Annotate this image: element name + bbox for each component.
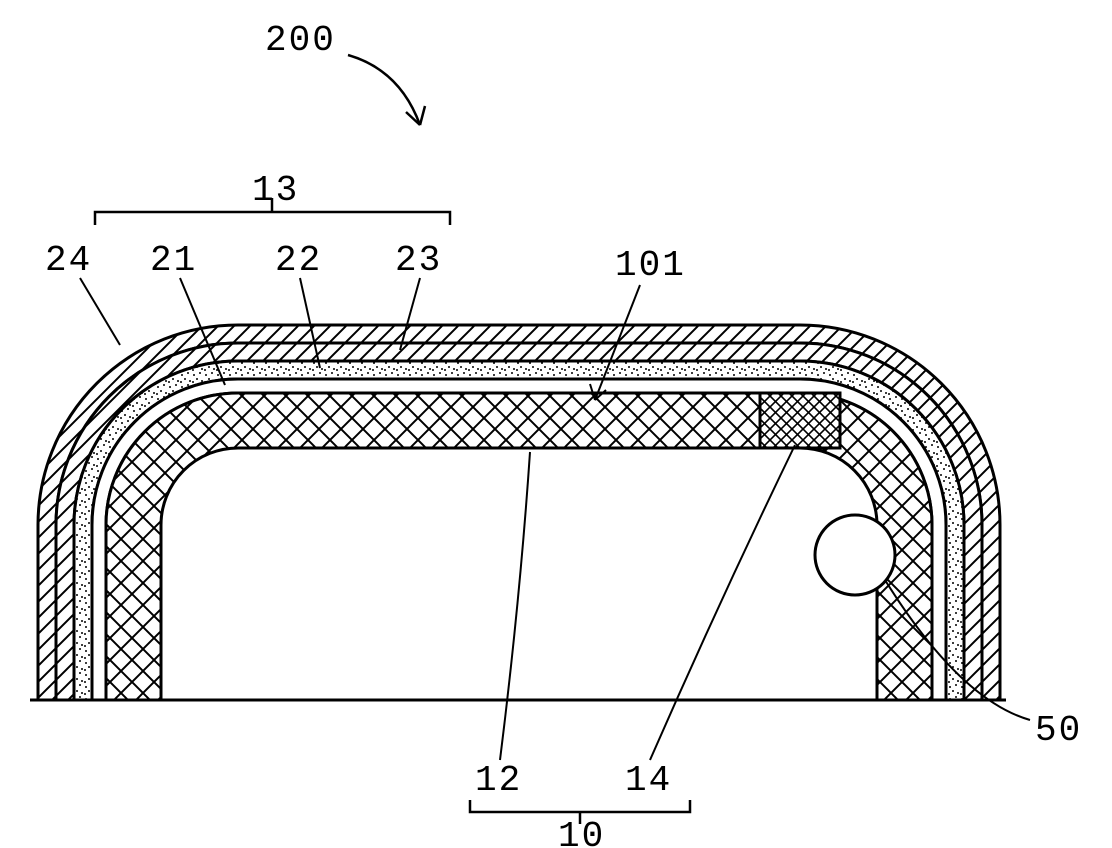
segment-14 — [760, 393, 840, 448]
leader-14 — [650, 445, 795, 760]
figure-root: 200 13 24 21 22 23 101 12 14 10 50 — [0, 0, 1112, 848]
hole-50 — [815, 515, 895, 595]
leader-12 — [500, 452, 530, 760]
label-24: 24 — [45, 240, 92, 281]
label-21: 21 — [150, 240, 197, 281]
label-13: 13 — [252, 170, 299, 211]
label-50: 50 — [1035, 710, 1082, 751]
label-23: 23 — [395, 240, 442, 281]
label-101: 101 — [615, 245, 686, 286]
label-12: 12 — [475, 760, 522, 801]
leader-24 — [80, 278, 120, 345]
label-14: 14 — [625, 760, 672, 801]
label-10: 10 — [558, 816, 605, 848]
bracket-10 — [470, 800, 690, 812]
label-22: 22 — [275, 240, 322, 281]
label-200: 200 — [265, 20, 336, 61]
bracket-13 — [95, 212, 450, 225]
